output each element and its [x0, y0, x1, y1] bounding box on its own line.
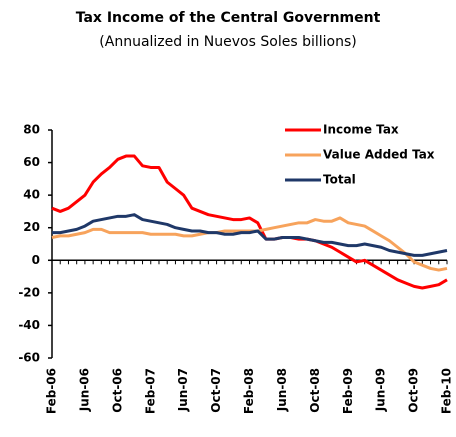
x-tick-label: Feb-07 [143, 368, 157, 414]
legend-label: Total [323, 173, 356, 187]
y-tick-label: -60 [18, 351, 40, 365]
x-tick-label: Jun-07 [176, 368, 190, 412]
x-tick-label: Feb-06 [45, 368, 59, 414]
x-tick-label: Oct-09 [407, 368, 421, 413]
x-tick-label: Feb-08 [242, 368, 256, 414]
x-tick-label: Jun-06 [77, 368, 91, 412]
x-tick-label: Oct-07 [209, 368, 223, 413]
series-line [52, 213, 448, 257]
chart-title: Tax Income of the Central Government [76, 10, 381, 26]
x-tick-label: Feb-10 [440, 368, 454, 414]
series-line [51, 154, 448, 290]
legend-label: Value Added Tax [323, 148, 435, 162]
series-line [51, 216, 448, 272]
y-tick-label: 40 [23, 188, 40, 202]
y-tick-label: 60 [23, 155, 40, 169]
x-tick-label: Oct-06 [110, 368, 124, 413]
chart-subtitle: (Annualized in Nuevos Soles billions) [99, 34, 356, 50]
y-tick-label: 20 [23, 220, 40, 234]
y-tick-label: 0 [32, 253, 40, 267]
x-tick-label: Feb-09 [341, 368, 355, 414]
y-tick-label: 80 [23, 123, 40, 137]
x-tick-label: Jun-08 [275, 368, 289, 412]
legend-label: Income Tax [323, 123, 399, 137]
x-tick-label: Oct-08 [308, 368, 322, 413]
x-tick-label: Jun-09 [374, 368, 388, 412]
y-tick-label: -20 [18, 285, 40, 299]
y-tick-label: -40 [18, 318, 40, 332]
